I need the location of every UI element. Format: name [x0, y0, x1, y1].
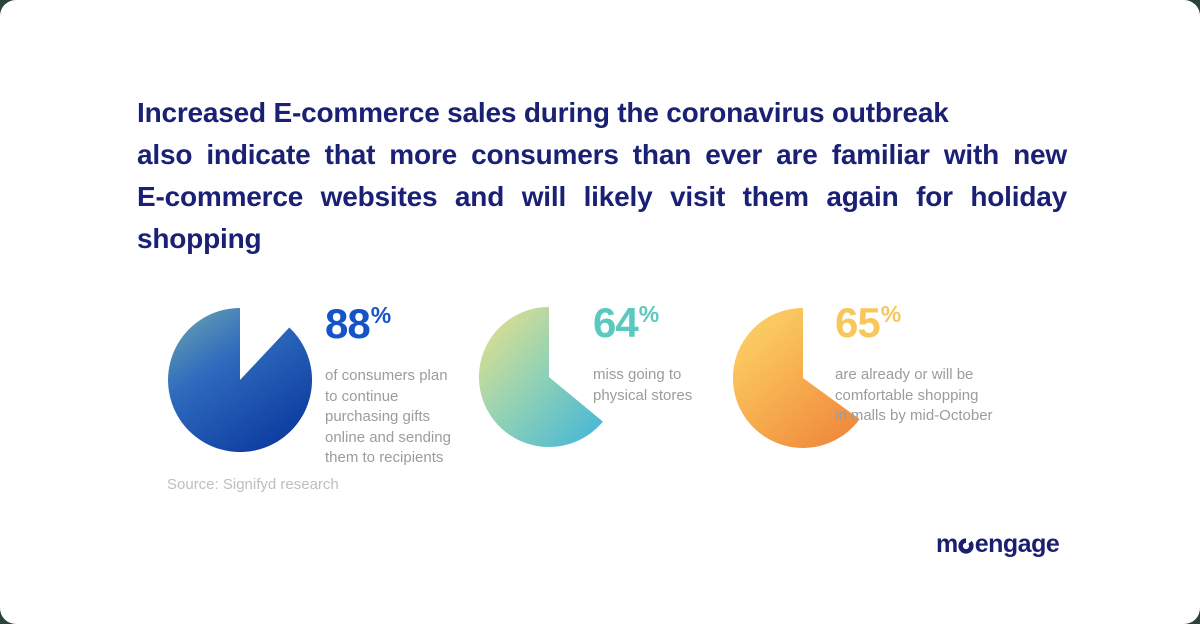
description-line: online and sending	[325, 428, 451, 446]
stat-block-malls: 65% are already or will be comfortable s…	[835, 301, 1045, 427]
percent-description-online-gifts: of consumers plan to continue purchasing…	[325, 366, 497, 469]
headline-line-1: Increased E-commerce sales during the co…	[137, 97, 949, 128]
pie-chart-online-gifts	[168, 308, 313, 452]
headline-line-3: E-commerce websites and will likely visi…	[137, 181, 1067, 212]
headline-line-2: also indicate that more consumers than e…	[137, 139, 1067, 170]
stat-block-online-gifts: 88% of consumers plan to continue purcha…	[325, 302, 497, 469]
stat-block-physical-stores: 64% miss going to physical stores	[593, 301, 753, 406]
description-line: of consumers plan	[325, 367, 448, 384]
percent-number: 64	[593, 299, 639, 346]
pie-slice-65	[732, 307, 860, 448]
description-line: to continue	[325, 387, 399, 405]
logo-text-m: m	[936, 530, 958, 558]
description-line: miss going to	[593, 366, 682, 383]
pie-chart-malls	[732, 307, 860, 448]
percent-sign: %	[880, 301, 902, 327]
description-line: in malls by mid-October	[835, 407, 993, 424]
percent-description-malls: are already or will be comfortable shopp…	[835, 365, 1045, 427]
percent-value-88: 88%	[325, 302, 497, 354]
percent-value-65: 65%	[835, 301, 1045, 353]
source-text: Source: Signifyd research	[167, 476, 339, 493]
percent-value-64: 64%	[593, 301, 753, 353]
description-line: are already or will be	[835, 366, 974, 383]
percent-description-physical-stores: miss going to physical stores	[593, 365, 753, 406]
percent-sign: %	[370, 302, 392, 328]
description-line: them to recipients	[325, 449, 444, 466]
logo-o-icon	[958, 538, 974, 554]
pie-slice-64	[478, 306, 603, 447]
headline-line-4: shopping	[137, 223, 262, 254]
description-line: physical stores	[593, 386, 693, 404]
percent-number: 65	[835, 299, 881, 346]
moengage-logo: m engage	[936, 529, 1060, 559]
headline: Increased E-commerce sales during the co…	[137, 92, 1067, 260]
description-line: purchasing gifts	[325, 408, 431, 425]
percent-number: 88	[325, 300, 371, 347]
description-line: comfortable shopping	[835, 386, 979, 404]
pie-slice-88	[168, 308, 313, 452]
percent-sign: %	[638, 301, 660, 327]
pie-chart-physical-stores	[478, 306, 603, 447]
logo-text-engage: engage	[974, 530, 1060, 558]
